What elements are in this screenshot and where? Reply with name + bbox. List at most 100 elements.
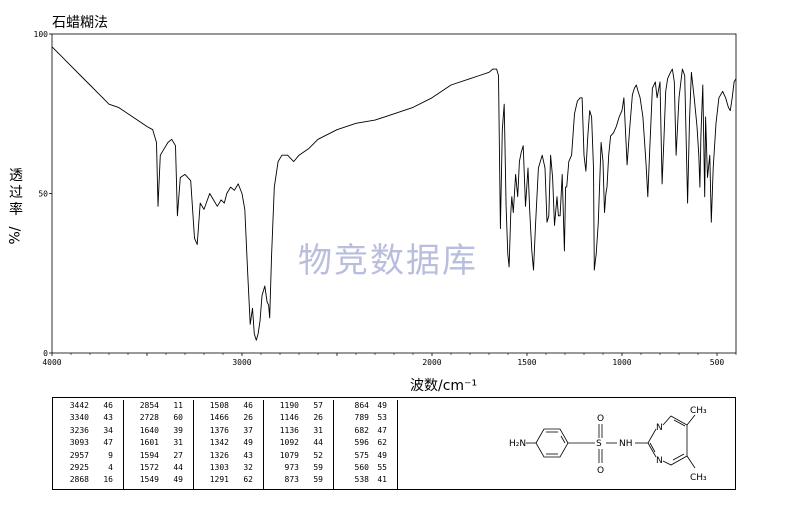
peak-table-column: 1508 46 1466 26 1376 37 1342 49 1326 43 1303 32 1291… [193, 400, 264, 489]
peak-table-row: 560 55 [333, 462, 397, 474]
plot-frame [51, 33, 737, 354]
peak-table-row: 2925 4 [53, 462, 123, 474]
peak-transmittance: 62 [243, 475, 253, 485]
peak-table-row: 973 59 [263, 462, 333, 474]
x-tick-label: 2000 [422, 358, 441, 367]
peak-transmittance: 49 [377, 450, 387, 460]
sulfur-label: S [596, 439, 602, 449]
peak-table-row: 873 59 [263, 474, 333, 486]
peak-wavenumber: 2925 [69, 462, 89, 472]
peak-wavenumber: 682 [354, 425, 369, 435]
peak-wavenumber: 1466 [209, 413, 229, 423]
peak-wavenumber: 575 [354, 450, 369, 460]
peak-wavenumber: 1079 [279, 450, 299, 460]
x-tick-label: 3000 [232, 358, 251, 367]
chemical-structure: H₂N S O O NH N N CH₃ CH₃ [509, 406, 707, 483]
peak-table-row: 3442 46 [53, 400, 123, 412]
watermark-text: 物竞数据库 [298, 241, 478, 281]
y-axis-label-unit: %/ [7, 226, 24, 245]
peak-wavenumber: 2957 [69, 450, 89, 460]
peak-transmittance: 47 [377, 425, 387, 435]
peak-wavenumber: 2728 [139, 413, 159, 423]
peak-table-row: 1092 44 [263, 437, 333, 449]
peak-wavenumber: 2854 [139, 401, 159, 410]
peak-wavenumber: 1136 [279, 425, 299, 435]
peak-table-row: 1640 39 [123, 425, 193, 437]
peak-wavenumber: 1291 [209, 475, 229, 485]
peak-transmittance: 53 [377, 413, 387, 423]
peak-table-row: 2868 16 [53, 474, 123, 486]
peak-transmittance: 41 [377, 475, 387, 485]
y-axis-label-char: 透 [9, 168, 23, 184]
peak-table-row: 789 53 [333, 412, 397, 424]
peak-table-row: 1601 31 [123, 437, 193, 449]
peak-wavenumber: 1549 [139, 475, 159, 485]
peak-table-row: 1466 26 [193, 412, 263, 424]
peak-wavenumber: 1376 [209, 425, 229, 435]
peak-transmittance: 4 [108, 462, 113, 472]
peak-table: 3442 46 3340 43 3236 34 3093 47 2957 9 2925 4 2868 16… [52, 397, 736, 490]
peak-table-row: 1572 44 [123, 462, 193, 474]
peak-table-row: 3236 34 [53, 425, 123, 437]
peak-transmittance: 26 [313, 413, 323, 423]
x-tick-label: 1500 [517, 358, 536, 367]
x-tick-label: 1000 [612, 358, 631, 367]
peak-table-column: 2854 11 2728 60 1640 39 1601 31 1594 27 1572 44 1549… [123, 400, 194, 489]
peak-transmittance: 11 [173, 401, 183, 410]
peak-table-row: 3340 43 [53, 412, 123, 424]
y-axis-label-char: 率 [9, 202, 23, 218]
peak-table-row: 1342 49 [193, 437, 263, 449]
peak-transmittance: 27 [173, 450, 183, 460]
peak-transmittance: 57 [313, 401, 323, 410]
peak-wavenumber: 864 [354, 401, 369, 410]
peak-wavenumber: 1190 [279, 401, 299, 410]
peak-table-row: 596 62 [333, 437, 397, 449]
peak-wavenumber: 3236 [69, 425, 89, 435]
nh-label: NH [619, 439, 633, 449]
peak-wavenumber: 560 [354, 462, 369, 472]
peak-table-row: 1190 57 [263, 400, 333, 412]
peak-table-row: 2854 11 [123, 400, 193, 412]
peak-transmittance: 34 [103, 425, 113, 435]
peak-table-row: 1291 62 [193, 474, 263, 486]
peak-table-row: 2957 9 [53, 450, 123, 462]
oxygen-top-label: O [597, 414, 604, 424]
y-tick-label: 50 [38, 190, 48, 199]
x-tick-label: 500 [710, 358, 725, 367]
amine-label: H₂N [509, 439, 526, 449]
peak-table-row: 1508 46 [193, 400, 263, 412]
peak-table-row: 538 41 [333, 474, 397, 486]
y-tick-label: 100 [34, 30, 49, 39]
peak-table-row: 1549 49 [123, 474, 193, 486]
peak-table-row: 1594 27 [123, 450, 193, 462]
peak-transmittance: 39 [173, 425, 183, 435]
peak-wavenumber: 3093 [69, 438, 89, 448]
plot-border [51, 33, 737, 354]
peak-table-column: 1190 57 1146 26 1136 31 1092 44 1079 52 973 59 873 59 [263, 400, 334, 489]
peak-wavenumber: 789 [354, 413, 369, 423]
peak-transmittance: 59 [313, 462, 323, 472]
peak-transmittance: 16 [103, 475, 113, 485]
methyl-bottom-label: CH₃ [690, 473, 707, 483]
peak-wavenumber: 3442 [69, 401, 89, 410]
peak-table-row: 2728 60 [123, 412, 193, 424]
peak-transmittance: 55 [377, 462, 387, 472]
peak-transmittance: 43 [243, 450, 253, 460]
peak-transmittance: 37 [243, 425, 253, 435]
ir-spectrum-chart: 4000 3000 2000 1500 1000 500 0 50 100 [34, 30, 737, 367]
peak-table-column: 3442 46 3340 43 3236 34 3093 47 2957 9 2925 4 2868 16 [53, 400, 124, 489]
peak-wavenumber: 973 [284, 462, 299, 472]
ring-nitrogen-top: N [656, 423, 663, 433]
peak-wavenumber: 1342 [209, 438, 229, 448]
peak-wavenumber: 1303 [209, 462, 229, 472]
peak-transmittance: 49 [377, 401, 387, 410]
peak-transmittance: 43 [103, 413, 113, 423]
peak-table-column: 864 49 789 53 682 47 596 62 575 49 560 55 538 41 [333, 400, 398, 489]
peak-transmittance: 49 [243, 438, 253, 448]
peak-transmittance: 44 [173, 462, 183, 472]
peak-transmittance: 47 [103, 438, 113, 448]
peak-wavenumber: 1508 [209, 401, 229, 410]
y-axis-ticks: 0 50 100 [34, 30, 52, 358]
peak-transmittance: 49 [173, 475, 183, 485]
spectrum-line [51, 46, 737, 341]
